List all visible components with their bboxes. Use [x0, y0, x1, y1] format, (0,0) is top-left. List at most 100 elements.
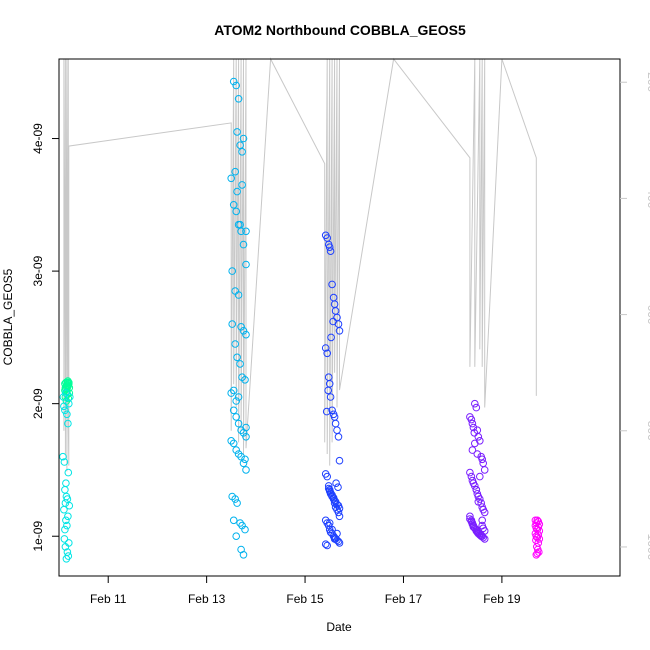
- right-axis-tick-label: 1000: [645, 534, 650, 561]
- data-point: [232, 446, 240, 454]
- data-point: [238, 148, 246, 156]
- data-point: [229, 516, 238, 525]
- axes: Feb 11 Feb 13 Feb 15 Feb 17 Feb 19 1e-09 2e-09…: [31, 58, 650, 606]
- x-tick-label: Feb 11: [90, 592, 127, 606]
- data-point: [335, 512, 344, 521]
- data-point: [64, 468, 73, 477]
- data-points: [59, 77, 544, 563]
- data-point: [232, 413, 240, 421]
- data-point: [335, 327, 344, 335]
- data-point: [228, 320, 236, 328]
- data-point: [232, 397, 240, 405]
- data-point: [321, 344, 330, 352]
- data-point: [334, 433, 343, 441]
- y-tick-label: 4e-09: [31, 123, 45, 154]
- data-point: [480, 508, 489, 517]
- data-point: [335, 504, 344, 513]
- data-point: [328, 280, 336, 289]
- right-axis-tick-label: 400: [645, 188, 650, 208]
- data-point: [231, 340, 239, 348]
- data-point: [237, 452, 245, 461]
- data-point: [233, 353, 241, 362]
- x-axis-label: Date: [326, 620, 352, 634]
- data-point: [60, 458, 69, 466]
- data-point: [59, 452, 67, 461]
- data-point: [329, 317, 337, 326]
- data-point: [322, 407, 331, 416]
- data-point: [534, 539, 543, 547]
- y-axis-label: COBBLA_GEOS5: [1, 268, 15, 365]
- data-point: [61, 525, 69, 534]
- data-point: [472, 486, 481, 494]
- data-point: [232, 207, 240, 216]
- altitude-trace: [63, 57, 537, 472]
- data-point: [239, 551, 248, 559]
- y-tick-label: 3e-09: [31, 255, 45, 286]
- data-point: [242, 433, 250, 441]
- data-point: [325, 243, 334, 251]
- data-point: [231, 495, 239, 503]
- data-point: [472, 403, 481, 412]
- data-point: [229, 406, 238, 415]
- data-point: [470, 429, 479, 437]
- data-point: [234, 419, 243, 428]
- data-point: [227, 174, 235, 183]
- data-point: [466, 512, 474, 521]
- data-point: [65, 378, 73, 387]
- data-point: [471, 482, 479, 490]
- right-axis-tick-label: 800: [645, 421, 650, 441]
- data-point: [474, 433, 483, 441]
- data-point: [478, 516, 487, 525]
- data-point: [63, 495, 72, 503]
- data-point: [242, 330, 250, 339]
- data-point: [327, 333, 335, 342]
- data-point: [534, 523, 543, 531]
- data-point: [229, 77, 238, 86]
- data-point: [242, 466, 250, 474]
- x-tick-label: Feb 19: [483, 592, 521, 606]
- data-point: [323, 541, 332, 550]
- data-point: [238, 181, 246, 189]
- data-point: [468, 419, 477, 428]
- data-point: [532, 551, 541, 559]
- data-point: [62, 479, 70, 488]
- data-point: [63, 410, 71, 419]
- data-point: [480, 466, 489, 474]
- data-point: [330, 496, 339, 505]
- data-point: [241, 525, 249, 534]
- data-point: [335, 456, 344, 465]
- data-point: [473, 450, 482, 458]
- data-point: [476, 531, 484, 539]
- data-point: [324, 482, 333, 490]
- data-point: [535, 535, 544, 543]
- data-point: [471, 439, 479, 448]
- x-tick-label: Feb 17: [385, 592, 423, 606]
- data-point: [323, 472, 332, 481]
- x-tick-label: Feb 15: [286, 592, 324, 606]
- data-point: [467, 472, 476, 481]
- data-point: [65, 384, 74, 392]
- data-point: [323, 349, 332, 358]
- data-point: [236, 141, 244, 149]
- data-point: [234, 393, 243, 401]
- data-point: [234, 95, 243, 103]
- data-point: [326, 393, 335, 401]
- data-point: [241, 376, 249, 384]
- data-point: [242, 260, 250, 269]
- data-point: [478, 455, 487, 464]
- data-point: [469, 423, 478, 432]
- data-point: [325, 487, 334, 496]
- data-point: [467, 415, 476, 424]
- data-point: [66, 393, 74, 401]
- data-point: [232, 81, 240, 90]
- data-point: [60, 505, 68, 514]
- plot-frame: [58, 58, 621, 577]
- data-point: [326, 247, 335, 255]
- data-point: [233, 128, 241, 136]
- data-point: [328, 525, 336, 534]
- data-point: [324, 386, 333, 395]
- data-point: [476, 472, 484, 481]
- data-point: [242, 227, 250, 236]
- y-tick-label: 2e-09: [31, 388, 45, 419]
- data-point: [227, 389, 235, 397]
